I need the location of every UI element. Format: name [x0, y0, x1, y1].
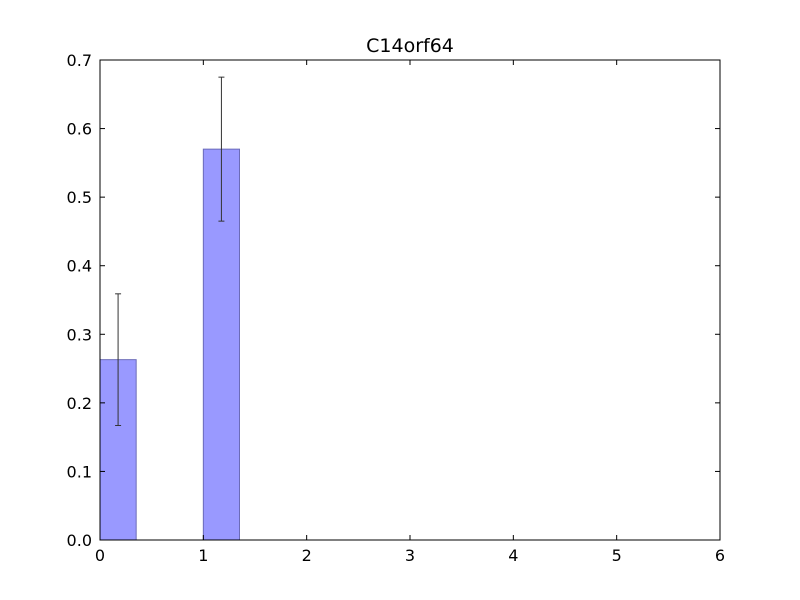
x-tick-label: 5 [612, 546, 622, 565]
error-bars-layer [115, 76, 225, 426]
x-axis-ticks: 0 1 2 3 4 5 6 [95, 60, 725, 565]
x-tick-label: 6 [715, 546, 725, 565]
chart-title: C14orf64 [366, 35, 454, 57]
y-tick-label: 0.4 [67, 257, 92, 276]
bars-layer [99, 148, 240, 541]
x-tick-label: 0 [95, 546, 105, 565]
error-bar [218, 76, 225, 222]
x-tick-label: 4 [508, 546, 518, 565]
y-tick-label: 0.1 [67, 462, 92, 481]
y-tick-label: 0.5 [67, 188, 92, 207]
x-tick-label: 3 [405, 546, 415, 565]
y-axis-ticks: 0.0 0.1 0.2 0.3 0.4 0.5 0.6 0.7 [67, 51, 720, 550]
x-tick-label: 1 [198, 546, 208, 565]
y-tick-label: 0.3 [67, 325, 92, 344]
y-tick-label: 0.0 [67, 531, 92, 550]
y-tick-label: 0.6 [67, 120, 92, 139]
x-tick-label: 2 [302, 546, 312, 565]
error-bar [115, 293, 122, 426]
y-tick-label: 0.7 [67, 51, 92, 70]
y-tick-label: 0.2 [67, 394, 92, 413]
plot-area-frame [99, 59, 721, 541]
